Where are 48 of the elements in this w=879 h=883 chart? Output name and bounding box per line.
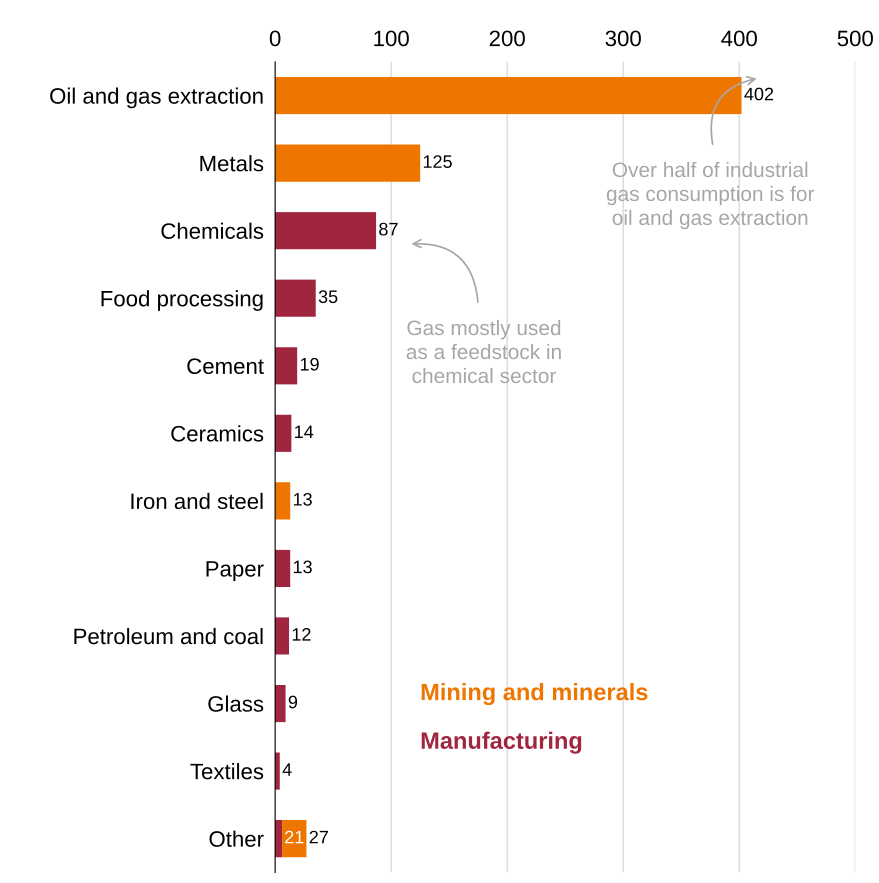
text: Mining and minerals [422,683,648,706]
total-label: 4 [282,763,292,776]
y-tick-label: Food processing [102,290,263,311]
y-tick-label: Ceramics [171,425,264,442]
total-label: 35 [318,290,338,304]
bar [275,414,292,452]
bar [275,77,742,114]
x-tick-label: 500 [838,30,873,46]
annotation: Over half of industrial gas consumption is for oil and gas extraction [606,162,814,230]
total-label: 13 [294,560,312,574]
bar [275,550,290,588]
y-tick-label: Iron and steel [131,492,263,510]
y-tick-label: Paper [206,561,264,582]
y-tick-label: Textiles [190,763,264,780]
annotation: Gas mostly used as a feedstock in chemical sector [406,320,561,384]
total-label: 12 [292,628,311,641]
text: Manufacturing [422,732,582,754]
total-label: 125 [424,155,452,168]
x-tick-label: 100 [374,30,409,46]
total-label: 19 [300,358,319,371]
y-tick-label: Other [209,830,264,847]
y-tick-label: Chemicals [161,222,264,239]
bar [275,144,420,182]
total-label: 13 [294,492,312,506]
bar [275,617,290,655]
bar [282,820,306,858]
total-label: 87 [379,222,398,236]
bar [275,684,286,722]
y-tick-label: Petroleum and coal [74,628,263,644]
y-tick-label: Metals [200,155,264,172]
total-label: 9 [288,696,298,708]
bar [275,280,316,317]
bar [275,820,282,858]
bar [275,752,280,790]
y-tick-label: Oil and gas extraction [50,88,263,108]
y-tick-label: Glass [208,695,264,712]
bar [275,212,376,250]
bar [275,347,298,384]
y-tick-label: Cement [187,358,264,374]
x-tick-label: 200 [490,30,525,46]
bar [275,482,290,520]
total-label: 402 [744,88,774,100]
x-tick-label: 0 [270,30,280,46]
x-tick-label: 400 [721,30,757,46]
total-label: 14 [295,426,314,438]
x-tick-label: 300 [606,30,641,46]
data-label: 21 [285,830,304,844]
total-label: 27 [310,830,328,844]
